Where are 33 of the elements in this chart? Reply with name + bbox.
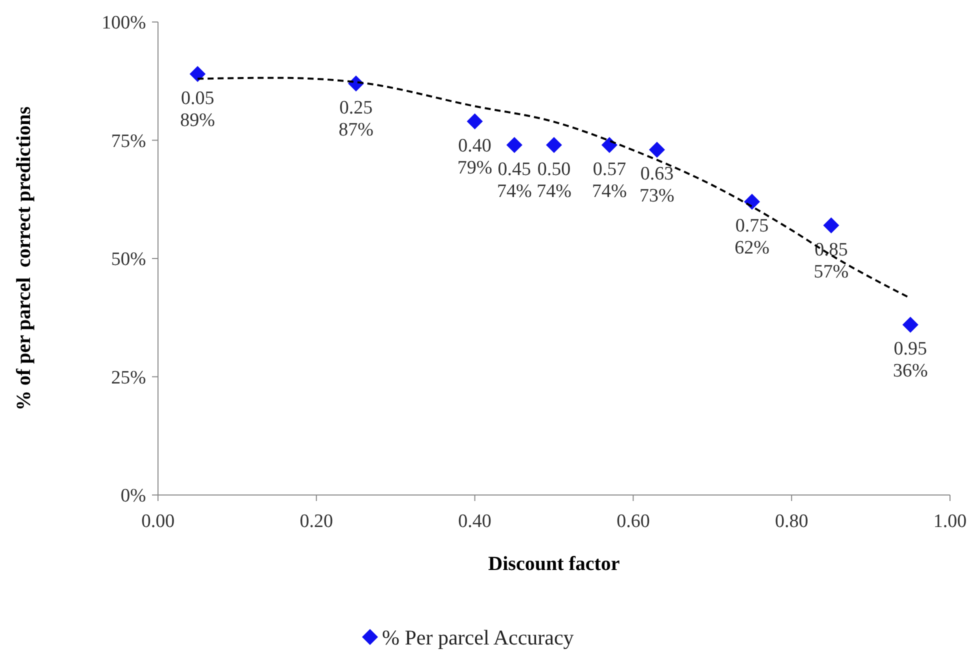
point — [506, 136, 522, 153]
x-tick-label: 0.60 — [616, 511, 650, 532]
x-axis-title: Discount factor — [488, 553, 620, 575]
y-axis-title: % of per parcel correct predictions — [13, 106, 35, 411]
point — [902, 316, 918, 333]
x-tick-label: 0.80 — [774, 511, 808, 532]
x-tick-label: 0.20 — [300, 511, 334, 532]
data-label: 0.25 87% — [338, 97, 374, 140]
y-tick-label: 75% — [111, 130, 146, 152]
y-tick-label: 100% — [102, 12, 146, 34]
point — [648, 142, 665, 158]
point — [190, 66, 206, 82]
data-label: 0.95 36% — [892, 338, 928, 382]
y-tick-label: 50% — [111, 249, 146, 270]
point — [546, 136, 562, 153]
data-label: 0.40 79% — [457, 135, 492, 178]
data-label: 0.05 89% — [180, 88, 216, 132]
x-tick-label: 1.00 — [933, 511, 967, 532]
data-label: 0.63 73% — [640, 164, 675, 207]
legend-label: % Per parcel Accuracy — [382, 625, 574, 650]
data-label: 0.75 62% — [734, 216, 770, 259]
data-label: 0.45 74% — [496, 158, 532, 202]
x-tick-label: 0.40 — [458, 511, 492, 532]
data-label: 0.85 57% — [814, 239, 849, 282]
point — [744, 194, 760, 210]
point — [466, 113, 483, 130]
point — [823, 217, 840, 234]
x-tick-label: 0.00 — [141, 511, 175, 532]
data-label: 0.57 74% — [592, 158, 628, 202]
y-tick-label: 0% — [120, 486, 146, 507]
y-tick-label: 25% — [111, 367, 146, 388]
point — [601, 136, 618, 153]
data-label: 0.50 74% — [536, 158, 572, 202]
